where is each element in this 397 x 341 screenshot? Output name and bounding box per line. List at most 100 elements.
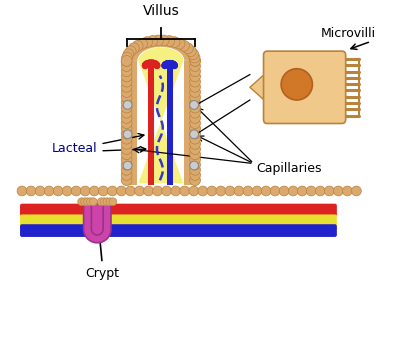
Circle shape (143, 60, 150, 67)
Circle shape (343, 186, 352, 196)
Circle shape (190, 113, 200, 123)
Circle shape (169, 60, 176, 67)
Circle shape (121, 102, 132, 113)
Circle shape (198, 186, 208, 196)
Polygon shape (167, 66, 173, 185)
Circle shape (162, 62, 168, 69)
Circle shape (189, 52, 200, 63)
Circle shape (315, 186, 325, 196)
Circle shape (149, 60, 156, 66)
Circle shape (97, 198, 105, 206)
Circle shape (145, 60, 152, 66)
Circle shape (129, 43, 139, 54)
Circle shape (121, 164, 132, 175)
Circle shape (171, 61, 177, 68)
Circle shape (162, 61, 169, 68)
Circle shape (137, 38, 148, 49)
Circle shape (44, 186, 54, 196)
FancyBboxPatch shape (20, 204, 337, 217)
Circle shape (185, 46, 197, 57)
Circle shape (154, 62, 160, 69)
Circle shape (190, 102, 200, 113)
FancyBboxPatch shape (264, 51, 346, 123)
Circle shape (121, 92, 132, 103)
Circle shape (144, 186, 153, 196)
Circle shape (170, 61, 177, 68)
Circle shape (121, 71, 132, 82)
Circle shape (166, 60, 172, 67)
Circle shape (190, 61, 200, 72)
Polygon shape (250, 72, 268, 103)
Circle shape (121, 56, 132, 66)
Circle shape (171, 62, 178, 69)
Circle shape (109, 198, 117, 206)
Circle shape (153, 186, 162, 196)
Circle shape (243, 186, 253, 196)
Circle shape (89, 198, 97, 206)
Circle shape (121, 87, 132, 98)
Text: Lacteal: Lacteal (51, 143, 97, 155)
Circle shape (170, 61, 177, 68)
Polygon shape (148, 66, 154, 185)
Circle shape (152, 61, 159, 68)
Circle shape (169, 37, 180, 47)
Circle shape (121, 133, 132, 144)
Circle shape (190, 144, 200, 154)
Circle shape (351, 186, 361, 196)
Circle shape (190, 66, 200, 77)
Circle shape (171, 62, 178, 69)
Circle shape (121, 144, 132, 154)
Circle shape (190, 175, 200, 186)
Circle shape (162, 61, 169, 68)
Circle shape (174, 38, 185, 49)
Circle shape (190, 92, 200, 103)
Circle shape (152, 60, 159, 67)
Circle shape (183, 43, 193, 54)
Circle shape (146, 60, 153, 66)
Circle shape (165, 60, 172, 67)
Circle shape (190, 130, 198, 139)
Circle shape (168, 60, 175, 67)
Circle shape (121, 107, 132, 118)
Circle shape (123, 101, 132, 109)
Circle shape (163, 61, 170, 68)
Circle shape (81, 198, 89, 206)
Circle shape (121, 81, 132, 92)
Circle shape (121, 97, 132, 108)
Circle shape (142, 62, 149, 69)
Circle shape (123, 49, 134, 60)
Circle shape (53, 186, 63, 196)
Circle shape (297, 186, 307, 196)
Circle shape (143, 61, 150, 68)
Circle shape (142, 37, 152, 47)
Circle shape (225, 186, 235, 196)
Circle shape (190, 101, 198, 109)
Circle shape (147, 59, 154, 66)
Circle shape (121, 76, 132, 87)
Circle shape (123, 130, 132, 139)
Circle shape (150, 60, 158, 67)
Circle shape (135, 186, 145, 196)
Circle shape (234, 186, 244, 196)
Circle shape (35, 186, 45, 196)
Circle shape (190, 107, 200, 118)
Circle shape (190, 161, 198, 170)
Circle shape (103, 198, 111, 206)
Circle shape (190, 76, 200, 87)
Circle shape (121, 175, 132, 186)
Circle shape (121, 66, 132, 77)
Circle shape (162, 186, 172, 196)
Circle shape (143, 61, 149, 68)
Circle shape (153, 62, 160, 69)
Text: Villus: Villus (143, 4, 179, 18)
Circle shape (306, 186, 316, 196)
Circle shape (190, 159, 200, 170)
Circle shape (169, 60, 175, 67)
Circle shape (142, 61, 149, 68)
Circle shape (78, 198, 85, 206)
Circle shape (121, 56, 132, 66)
Circle shape (190, 56, 200, 66)
Circle shape (216, 186, 226, 196)
Circle shape (190, 118, 200, 129)
Circle shape (288, 186, 298, 196)
